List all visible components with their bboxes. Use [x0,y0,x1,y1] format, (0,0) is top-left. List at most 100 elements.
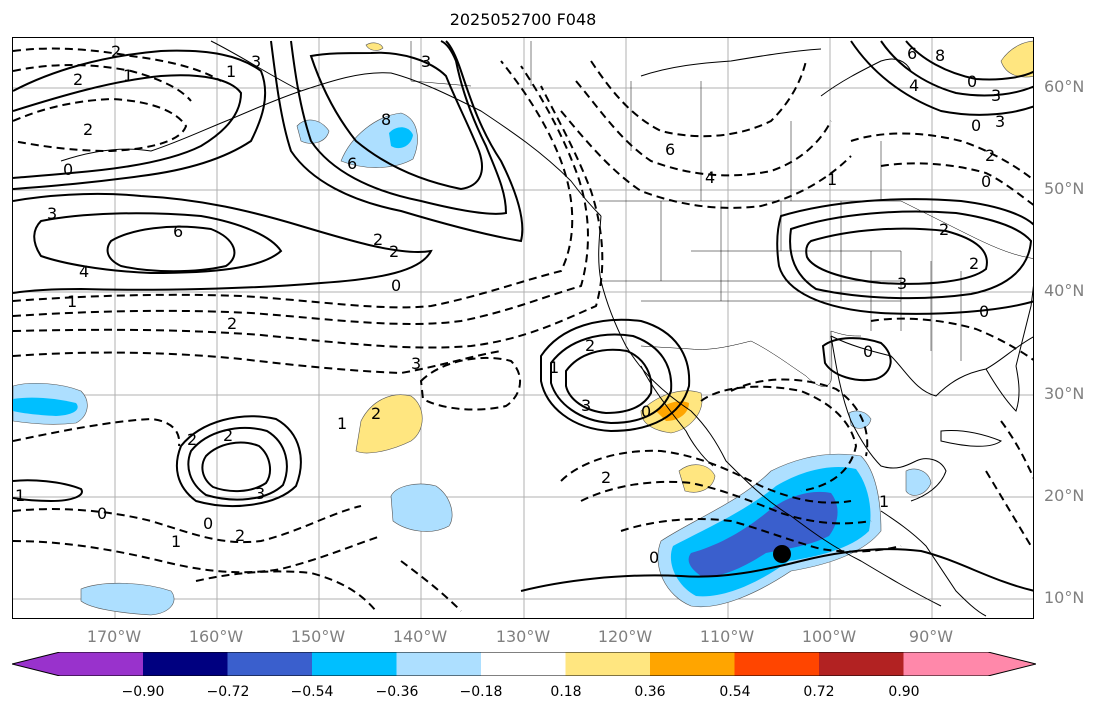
colorbar-segment [903,652,1036,676]
contour-neg-central-2 [730,378,869,457]
shade-central-america-dark [688,491,838,577]
shade-yucatan-light [905,468,932,496]
cuba [940,430,1002,447]
shade-gulf-mexico-light [848,410,872,429]
contour-neg-low-1 [13,505,362,544]
contour-label: 3 [991,86,1001,105]
contour-label: 4 [909,76,919,95]
map-title: 2025052700 F048 [449,10,597,29]
contour-cutoff-mid [550,333,673,425]
contour-neg-atlantic [1000,420,1033,480]
contour-label: 2 [73,70,83,89]
contour-hawaii-mid [187,427,288,501]
contour-neg-east-3 [870,317,1033,361]
contour-northeast-1 [850,40,1033,116]
lon-label: 130°W [495,627,551,646]
contour-label: 1 [879,492,889,511]
contour-label: 1 [123,66,133,85]
shaded-fields [13,40,1033,616]
contour-label: 2 [187,430,197,449]
contour-label: 0 [97,504,107,523]
shade-bering-yellow [365,42,384,51]
contour-neg-north-1 [13,97,188,153]
contour-neg-southpac [400,560,462,612]
contour-tropics-solid [520,548,1033,592]
colorbar-segment [12,652,143,676]
contour-label: 0 [649,548,659,567]
contour-label: 1 [226,62,236,81]
colorbar-tick-label: −0.90 [121,684,165,700]
lon-label: 170°W [86,627,142,646]
colorbar-segment [143,652,228,676]
contour-label: 2 [227,314,237,333]
contour-alaska-ridge-3 [309,51,483,191]
contour-neg-north-3 [13,64,192,102]
contour-label: 2 [235,526,245,545]
contour-neg-atlantic-2 [985,470,1032,547]
colorbar-tick-label: 0.36 [634,684,666,700]
political-borders [410,41,1033,387]
contour-label: 4 [79,262,89,281]
contour-neg-east-2 [880,162,1033,206]
canada-provinces [410,41,882,201]
yucatan [910,458,947,502]
contour-neg-low-3 [195,570,377,612]
contour-label: 3 [47,204,57,223]
shade-gulf-light [296,119,330,144]
canada-north [640,48,822,77]
colorbar-tick-label: 0.18 [550,684,582,700]
contour-hawaii-outer [175,415,302,507]
location-marker [773,545,791,563]
lon-label: 150°W [290,627,346,646]
contour-neg-low-2 [13,535,382,574]
contour-west-high-inner [106,225,236,273]
contour-label: 3 [251,52,261,71]
contour-label: 0 [967,72,977,91]
map-canvas: 2 1 2 2 0 3 1 6 4 1 3 8 6 2 2 0 2 6 4 6 … [13,38,1033,618]
contour-label: 3 [897,274,907,293]
contour-label: 0 [391,276,401,295]
shade-alaska-light [340,112,418,168]
contour-alaska-ridge-2 [290,40,508,215]
contour-label-layer: 2 1 2 2 0 3 1 6 4 1 3 8 6 2 2 0 2 6 4 6 … [15,42,1005,567]
contour-neg-subtrop-1 [13,350,502,375]
graticule [13,38,1033,618]
colorbar-segment [650,652,735,676]
colorbar-segment [565,652,650,676]
contour-neg-rockies-3 [560,110,852,209]
contour-label: 6 [907,44,917,63]
contour-label: 2 [985,146,995,165]
lat-label: 40°N [1044,281,1085,300]
contour-label: 6 [347,154,357,173]
contour-northeast-3 [905,40,1033,81]
colorbar-tick-label: −0.72 [206,684,250,700]
contour-label: 8 [935,46,945,65]
contour-label: 0 [981,172,991,191]
shade-mexico-yellow [678,464,716,493]
colorbar-segment [819,652,904,676]
contour-label: 6 [173,222,183,241]
contour-cutoff-outer [540,318,691,433]
contour-neg-trough-1 [13,60,574,309]
state-borders-west [601,201,962,361]
contour-label: 1 [337,414,347,433]
contour-west-high-mid [33,212,283,275]
contour-east-high-inner [805,227,988,285]
contour-east-high-mid [789,210,1033,300]
contour-neg-central-1 [700,385,858,492]
mexico-east-coast [830,335,917,469]
lon-label: 120°W [597,627,653,646]
lat-label: 60°N [1044,77,1085,96]
shade-pacific-yellow [355,394,423,454]
east-coast [1015,286,1033,367]
contour-neg-rockies-1 [590,60,807,138]
lat-label: 10°N [1044,588,1085,607]
contour-north-pacific-1 [13,49,267,190]
lat-label: 20°N [1044,486,1085,505]
contour-label: 8 [381,110,391,129]
contour-label: 1 [67,292,77,311]
colorbar-tick-label: 0.90 [888,684,920,700]
aleutians [60,90,302,162]
contour-alaska-ridge-1 [270,40,524,243]
contour-label: 2 [373,230,383,249]
